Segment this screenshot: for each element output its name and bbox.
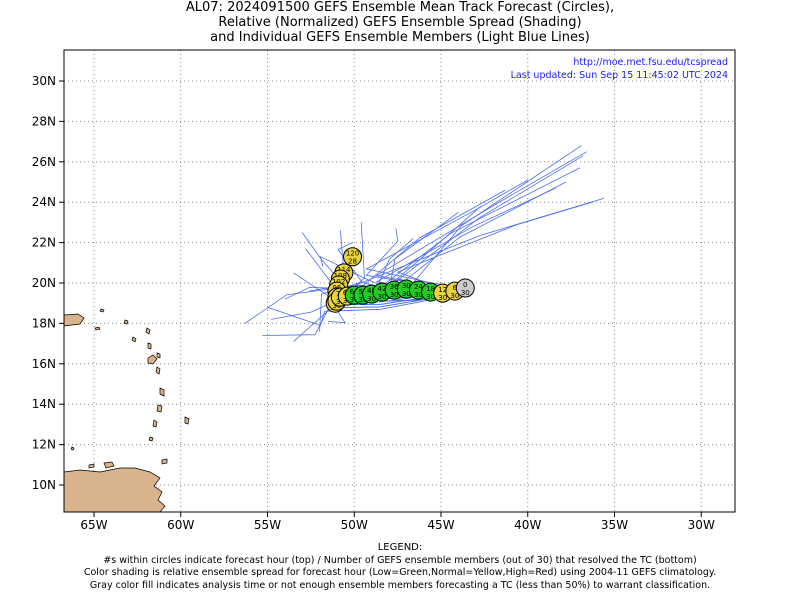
lat-tick-label: 16N: [32, 357, 56, 371]
track-hour-label: 24: [414, 283, 423, 291]
track-point-0h: 030: [455, 278, 475, 298]
map-frame: [63, 49, 736, 513]
track-members-label: 30: [367, 295, 376, 303]
track-members-label: 30: [390, 291, 399, 299]
lat-tick-label: 24N: [32, 195, 56, 209]
source-info: http://moe.met.fsu.edu/tcspread Last upd…: [511, 56, 728, 82]
lat-tick-label: 22N: [32, 236, 56, 250]
track-members-label: 30: [461, 289, 470, 297]
legend-heading: LEGEND:: [377, 542, 423, 553]
lon-tick-label: 65W: [80, 518, 107, 532]
track-hour-label: 30: [402, 282, 411, 290]
land-south-america: [64, 467, 166, 512]
track-members-label: 30: [350, 296, 359, 304]
lon-tick-label: 60W: [167, 518, 194, 532]
title-line-1: AL07: 2024091500 GEFS Ensemble Mean Trac…: [185, 0, 615, 15]
legend: LEGEND: #s within circles indicate forec…: [0, 542, 800, 592]
track-hour-label: 12: [438, 286, 447, 294]
track-members-label: 30: [450, 292, 459, 300]
track-hour-label: 18: [426, 285, 435, 293]
lon-tick-label: 30W: [688, 518, 715, 532]
legend-line-2: Color shading is relative ensemble sprea…: [83, 567, 717, 578]
land-lesser-antilles: [70, 308, 190, 469]
legend-line-1: #s within circles indicate forecast hour…: [103, 554, 697, 566]
track-members-label: 30: [332, 302, 341, 310]
lat-tick-label: 18N: [32, 316, 56, 330]
track-members-label: 30: [426, 293, 435, 301]
lat-tick-label: 20N: [32, 276, 56, 290]
land-puerto-rico: [64, 313, 85, 327]
lon-tick-label: 35W: [601, 518, 628, 532]
track-members-label: 30: [378, 293, 387, 301]
lat-tick-label: 28N: [32, 114, 56, 128]
track-hour-label: 48: [367, 287, 376, 295]
lat-tick-label: 26N: [32, 155, 56, 169]
track-hour-label: 6: [453, 284, 458, 292]
legend-line-3: Gray color fill indicates analysis time …: [89, 579, 711, 591]
lon-tick-label: 40W: [514, 518, 541, 532]
gridlines: [64, 50, 735, 512]
track-hour-label: 114: [337, 266, 351, 274]
track-members-label: 30: [358, 296, 367, 304]
track-circle: [343, 247, 363, 267]
map-title: AL07: 2024091500 GEFS Ensemble Mean Trac…: [0, 0, 800, 45]
title-line-2: Relative (Normalized) GEFS Ensemble Spre…: [218, 15, 582, 30]
last-updated: Last updated: Sun Sep 15 11:45:02 UTC 20…: [510, 70, 728, 81]
mean-track: 1202811429108301023096309030843078307230…: [325, 247, 475, 313]
source-url[interactable]: http://moe.met.fsu.edu/tcspread: [573, 57, 728, 68]
axis-labels: 65W 60W 55W 50W 45W 40W 35W 30W 30N 28N 26N 24N 22N 2…: [32, 74, 715, 532]
lon-tick-label: 45W: [427, 518, 454, 532]
track-members-label: 30: [438, 294, 447, 302]
lat-tick-label: 14N: [32, 397, 56, 411]
track-hour-label: 0: [463, 281, 467, 289]
lat-tick-label: 12N: [32, 438, 56, 452]
title-line-3: and Individual GEFS Ensemble Members (Li…: [210, 30, 590, 45]
land-areas: [64, 308, 190, 512]
track-hour-label: 42: [378, 285, 387, 293]
lat-tick-label: 30N: [32, 74, 56, 88]
track-members-label: 30: [414, 291, 423, 299]
lon-tick-label: 55W: [254, 518, 281, 532]
lat-tick-label: 10N: [32, 478, 56, 492]
track-members-label: 30: [402, 290, 411, 298]
track-circle: [455, 278, 475, 298]
track-hour-label: 36: [390, 283, 399, 291]
track-hour-label: 120: [346, 250, 359, 258]
lon-tick-label: 50W: [341, 518, 368, 532]
track-members-label: 28: [348, 258, 357, 266]
